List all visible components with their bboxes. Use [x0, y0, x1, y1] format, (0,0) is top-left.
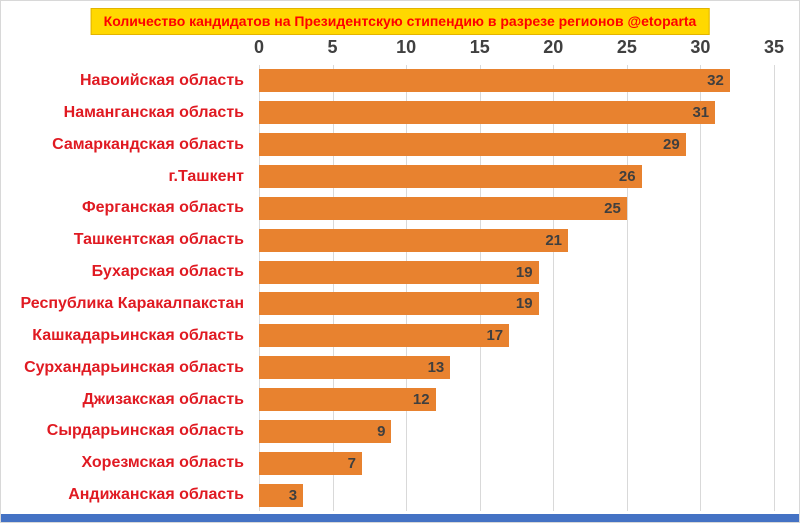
axis-tick-label: 35	[763, 37, 785, 57]
value-label: 7	[347, 454, 356, 472]
value-label: 19	[515, 295, 533, 313]
category-label: Наманганская область	[63, 103, 244, 121]
gridline	[700, 65, 702, 511]
bar: 9	[259, 419, 392, 443]
bar-track: 7	[259, 451, 774, 475]
category-label: Хорезмская область	[81, 454, 244, 472]
gridline	[626, 65, 628, 511]
bar-track: 19	[259, 260, 774, 284]
axis-tick-label: 25	[616, 37, 637, 57]
value-label: 19	[515, 263, 533, 281]
bar: 3	[259, 483, 304, 507]
axis-tick-label: 10	[396, 37, 417, 57]
bar-row: Андижанская область 3	[1, 479, 799, 511]
bar: 21	[259, 228, 568, 252]
axis-tick-label: 0	[253, 37, 265, 57]
value-label: 25	[604, 199, 621, 217]
axis-tick-label: 20	[543, 37, 564, 57]
bar-row: Кашкадарьинская область 17	[1, 320, 799, 352]
value-label: 17	[486, 327, 504, 345]
category-label: Сурхандарьинская область	[24, 358, 244, 376]
category-label: Сырдарьинская область	[46, 422, 244, 440]
bar-row: г.Ташкент 26	[1, 161, 799, 193]
bar-row: Наманганская область 31	[1, 97, 799, 129]
bar-track: 13	[259, 356, 774, 380]
bar-row: Ташкентская область 21	[1, 224, 799, 256]
bar-rows: Навоийская область 32 Наманганская область…	[1, 65, 799, 511]
bar-track: 29	[259, 133, 774, 157]
bar-track: 19	[259, 292, 774, 316]
value-label: 32	[707, 72, 724, 90]
bar-row: Хорезмская область 7	[1, 447, 799, 479]
value-label: 31	[692, 104, 710, 122]
value-label: 9	[377, 422, 386, 440]
bar: 32	[259, 69, 730, 93]
bar-track: 32	[259, 69, 774, 93]
value-label: 13	[427, 359, 445, 377]
x-axis: 0 5 10 15 20 25 30 35	[254, 35, 784, 61]
bar: 12	[259, 388, 436, 412]
bar-row: Навоийская область 32	[1, 65, 799, 97]
gridline	[774, 65, 775, 511]
category-label: Ташкентская область	[73, 231, 244, 249]
category-label: Ферганская область	[81, 199, 244, 217]
value-label: 21	[545, 231, 562, 249]
bar: 31	[259, 101, 716, 125]
bar-row: Сурхандарьинская область 13	[1, 352, 799, 384]
gridline	[332, 65, 334, 511]
bar-row: Самаркандская область 29	[1, 129, 799, 161]
bar: 29	[259, 133, 686, 157]
plot-area: Навоийская область 32 Наманганская область…	[1, 65, 799, 511]
value-label: 26	[618, 168, 636, 185]
bar: 19	[259, 260, 539, 284]
bar-track: 17	[259, 324, 774, 348]
category-label: Андижанская область	[68, 486, 244, 504]
bar-track: 3	[259, 483, 774, 507]
bar-track: 21	[259, 228, 774, 252]
axis-tick-label: 5	[327, 37, 338, 57]
bar-track: 9	[259, 419, 774, 443]
bar-row: Республика Каракалпакстан 19	[1, 288, 799, 320]
bar-track: 25	[259, 196, 774, 220]
value-label: 3	[288, 486, 298, 504]
value-label: 29	[663, 136, 680, 154]
bar: 13	[259, 356, 451, 380]
category-label: Навоийская область	[80, 71, 244, 89]
category-label: г.Ташкент	[168, 167, 244, 185]
bar-row: Бухарская область 19	[1, 256, 799, 288]
bottom-strip	[1, 514, 799, 522]
value-label: 12	[412, 391, 430, 409]
bar: 19	[259, 292, 539, 316]
category-label: Республика Каракалпакстан	[20, 294, 244, 312]
bar-track: 31	[259, 101, 774, 125]
bar: 25	[259, 196, 627, 220]
chart-title: Количество кандидатов на Президентскую с…	[90, 8, 710, 35]
bar: 26	[259, 165, 642, 188]
bar-track: 26	[259, 165, 774, 188]
gridline	[406, 65, 408, 511]
category-label: Бухарская область	[91, 263, 244, 281]
bar-track: 12	[259, 388, 774, 412]
category-label: Джизакская область	[82, 390, 245, 408]
gridlines	[259, 65, 775, 511]
axis-tick-label: 30	[690, 37, 711, 57]
bar-row: Ферганская область 25	[1, 192, 799, 224]
gridline	[553, 65, 555, 511]
bar: 17	[259, 324, 510, 348]
category-label: Самаркандская область	[52, 135, 244, 153]
gridline	[479, 65, 481, 511]
bar: 7	[259, 451, 362, 475]
bar-row: Джизакская область 12	[1, 384, 799, 416]
category-label: Кашкадарьинская область	[32, 326, 244, 344]
bar-row: Сырдарьинская область 9	[1, 415, 799, 447]
gridline	[259, 65, 260, 511]
axis-tick-label: 15	[469, 37, 490, 57]
